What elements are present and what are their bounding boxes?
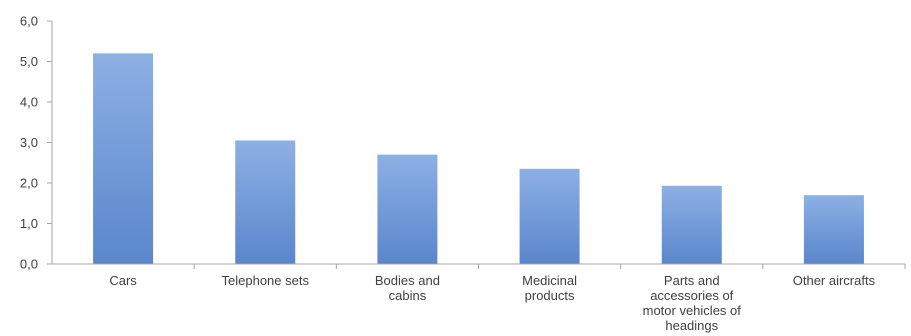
y-tick-label: 0,0 — [20, 257, 38, 272]
y-tick-label: 6,0 — [20, 14, 38, 29]
y-tick-label: 4,0 — [20, 95, 38, 110]
bar — [235, 140, 296, 264]
bar — [661, 185, 722, 264]
bar — [377, 154, 438, 264]
x-axis: Cars Telephone sets Bodies and cabins Medici… — [52, 263, 906, 333]
y-tick-label: 3,0 — [20, 135, 38, 150]
x-tick-label: Telephone sets — [222, 273, 310, 288]
y-tick-label: 1,0 — [20, 216, 38, 231]
x-tick-label: Cars — [109, 273, 137, 288]
x-tick-label: Medicinal products — [522, 273, 577, 303]
bars — [93, 53, 864, 265]
y-tick-label: 2,0 — [20, 176, 38, 191]
x-tick-label: Other aircrafts — [793, 273, 876, 288]
x-tick-label: Bodies and cabins — [375, 273, 440, 303]
bar — [519, 168, 580, 264]
y-axis: 0,0 1,0 2,0 3,0 4,0 5,0 6,0 — [20, 14, 53, 272]
bar — [803, 195, 864, 264]
bar — [93, 53, 154, 265]
y-tick-label: 5,0 — [20, 54, 38, 69]
x-tick-label: Parts and accessories of motor vehicles of… — [643, 273, 742, 333]
